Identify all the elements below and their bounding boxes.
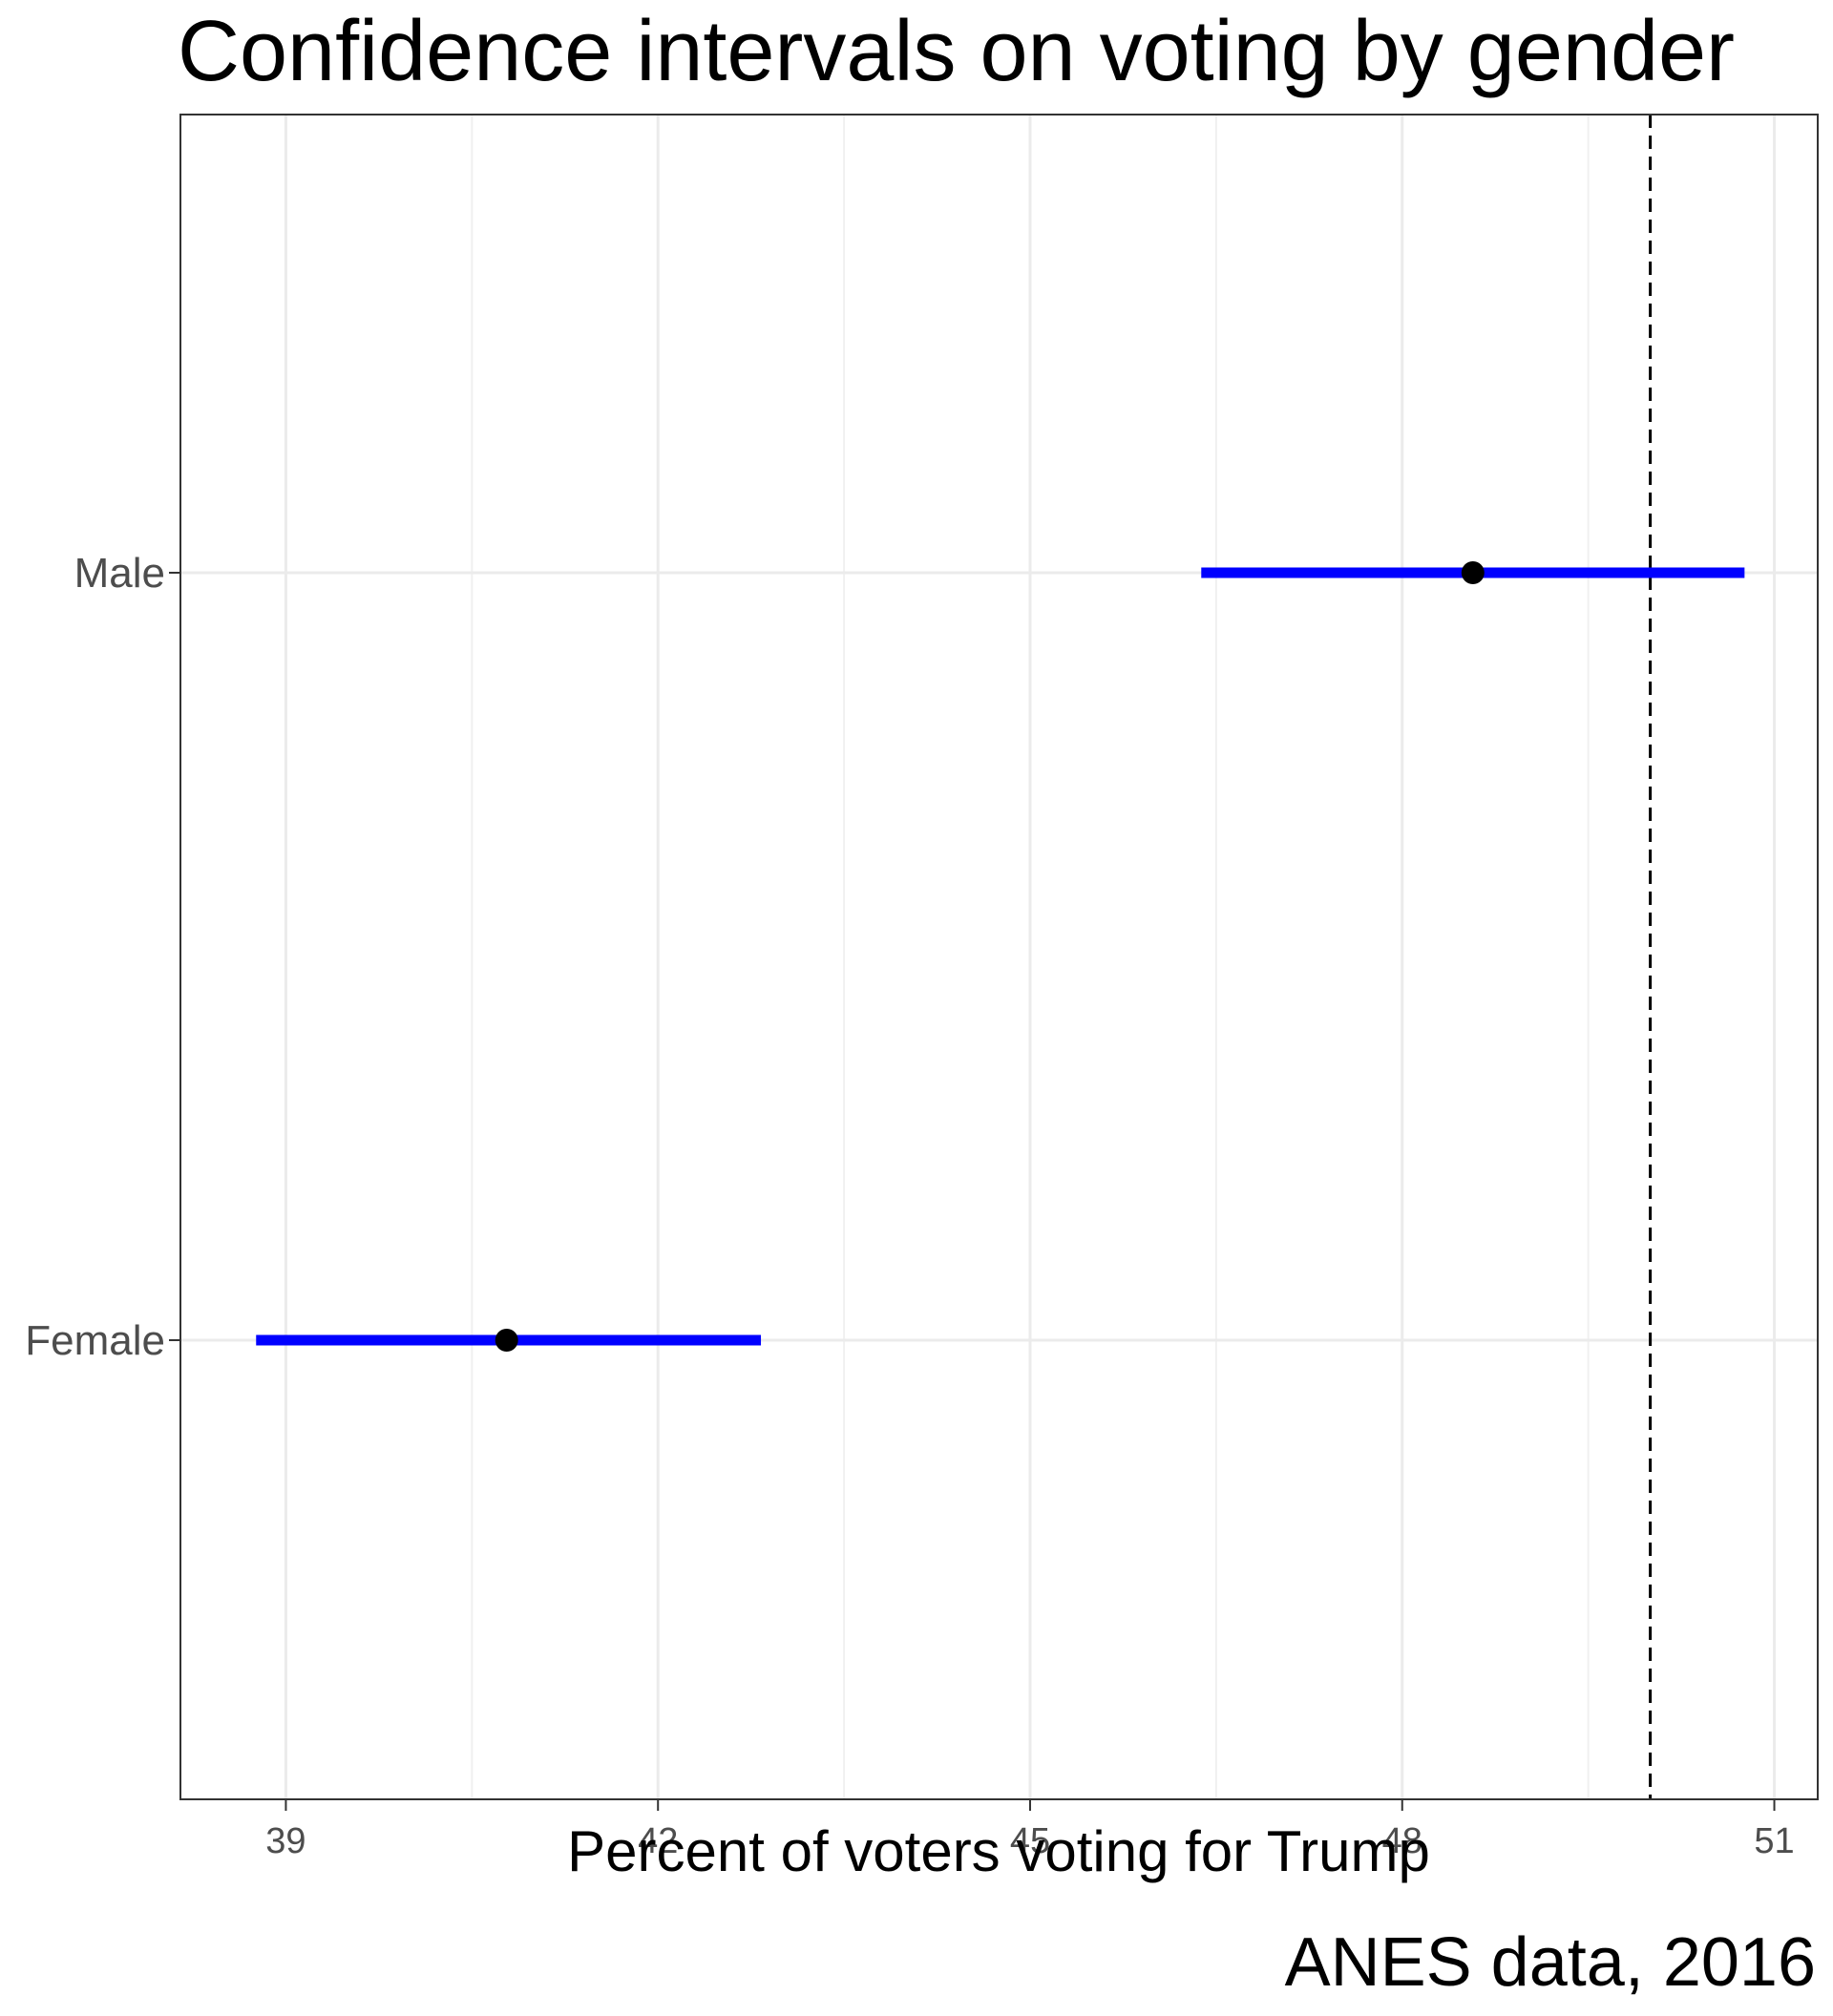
x-tick-label: 51: [1754, 1821, 1794, 1861]
plot-border: [179, 114, 1819, 1800]
y-category-label: Female: [25, 1317, 165, 1364]
x-tick-label: 48: [1382, 1821, 1422, 1861]
chart-caption: ANES data, 2016: [1285, 1924, 1816, 2001]
x-tick-label: 39: [265, 1821, 306, 1861]
x-tick-label: 45: [1010, 1821, 1050, 1861]
point-male: [1461, 561, 1485, 584]
estimate-points: [495, 561, 1485, 1352]
x-tick-label: 42: [638, 1821, 678, 1861]
point-female: [495, 1329, 518, 1352]
chart-title: Confidence intervals on voting by gender: [178, 4, 1735, 99]
y-gridlines: [180, 571, 1818, 1342]
x-gridlines: [284, 115, 1777, 1799]
y-axis-ticks: Male Female: [25, 550, 180, 1364]
x-axis-ticks: 39 42 45 48 51: [265, 1799, 1795, 1861]
x-axis-label: Percent of voters voting for Trump: [567, 1819, 1430, 1883]
intervals: [256, 567, 1745, 1346]
y-category-label: Male: [74, 550, 165, 597]
